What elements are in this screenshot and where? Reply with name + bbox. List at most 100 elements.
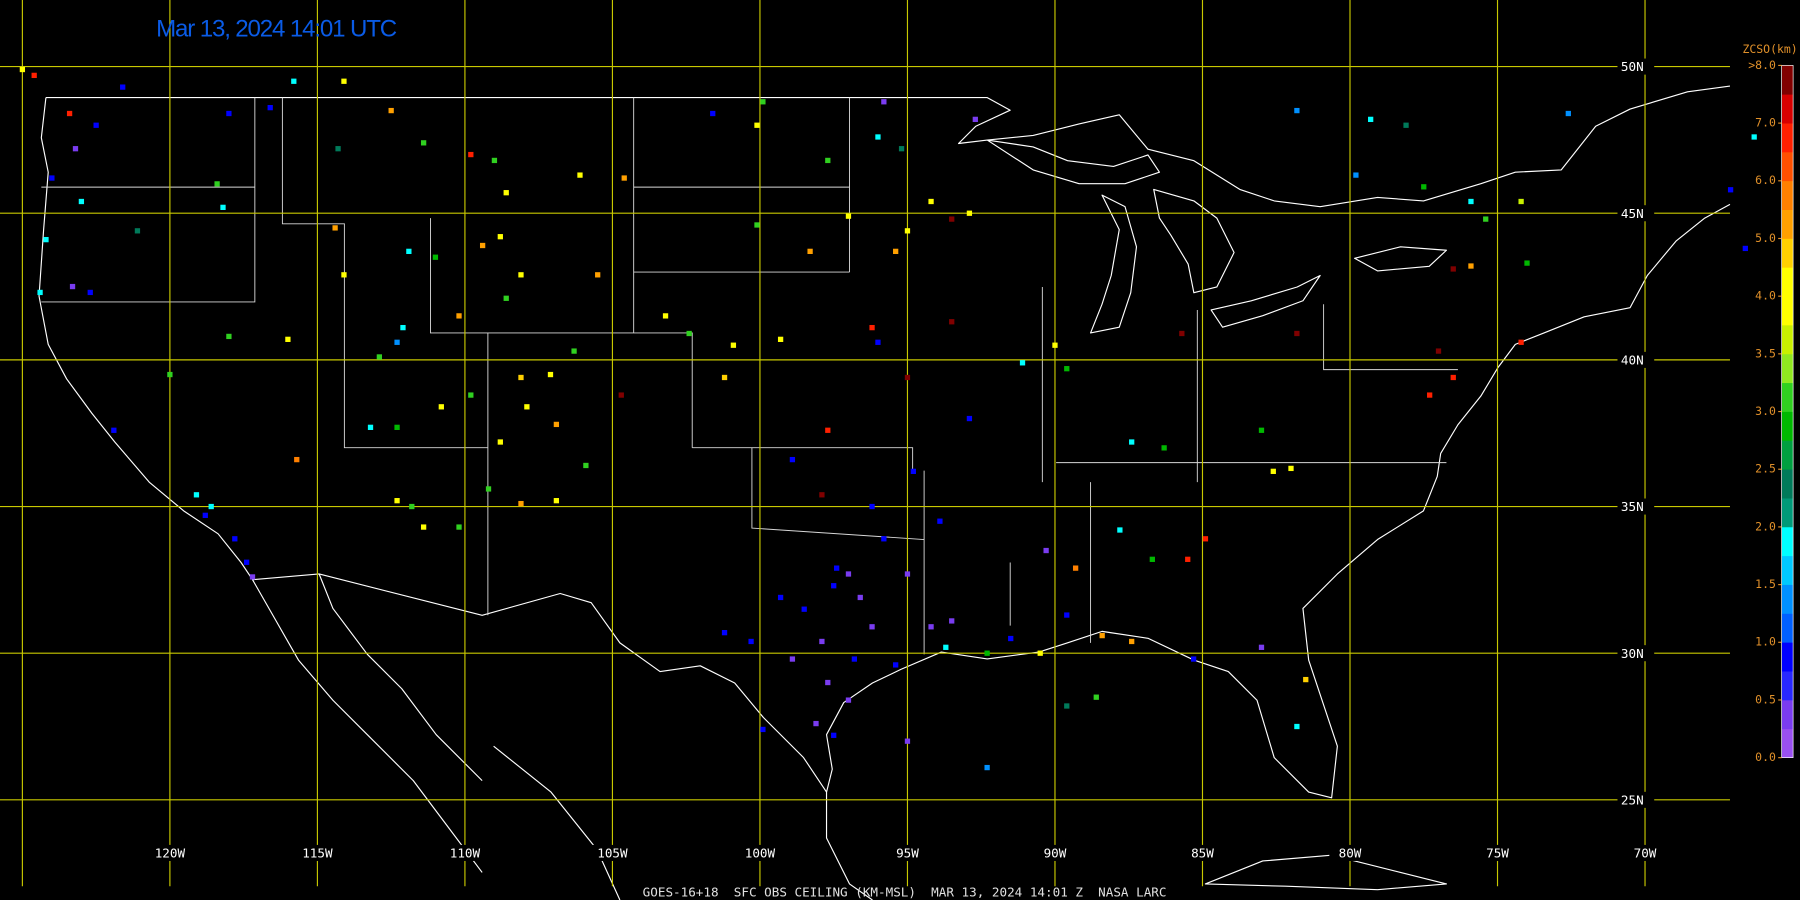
station-ob <box>394 498 400 504</box>
station-ob <box>226 110 232 117</box>
station-ob <box>1093 694 1099 700</box>
station-ob <box>553 498 560 504</box>
label-bg <box>739 844 781 861</box>
label-bg <box>296 844 339 861</box>
station-ob <box>807 248 813 255</box>
station-ob <box>1037 650 1043 656</box>
station-ob <box>984 764 990 771</box>
label-bg <box>1617 58 1655 75</box>
station-ob <box>220 204 226 211</box>
station-ob <box>1008 635 1014 642</box>
station-ob <box>1751 134 1757 140</box>
station-ob <box>845 697 852 703</box>
station-ob <box>43 236 49 243</box>
colorbar-label: >8.0 <box>1748 58 1776 72</box>
timestamp: Mar 13, 2024 14:01 UTC <box>156 16 397 43</box>
label-bg <box>1617 791 1655 808</box>
station-ob <box>409 503 415 510</box>
station-ob <box>497 234 503 240</box>
lon-label: 100W <box>745 846 776 861</box>
station-ob <box>748 638 754 645</box>
colorbar-swatch <box>1781 151 1794 182</box>
colorbar-swatch <box>1781 325 1794 355</box>
station-ob <box>1258 644 1265 650</box>
station-ob <box>904 738 911 744</box>
station-ob <box>949 216 955 222</box>
station-ob <box>367 424 374 430</box>
station-ob <box>881 536 887 542</box>
station-ob <box>1294 723 1300 730</box>
station-ob <box>491 157 498 164</box>
station-ob <box>438 404 444 410</box>
station-ob <box>583 462 589 469</box>
station-ob <box>503 190 509 196</box>
station-ob <box>1303 676 1309 683</box>
lat-label: 45N <box>1621 206 1644 221</box>
station-ob <box>226 333 232 340</box>
station-ob <box>406 248 412 255</box>
station-ob <box>1565 110 1571 117</box>
label-bg <box>1181 844 1224 861</box>
colorbar-swatch <box>1781 411 1794 441</box>
station-ob <box>497 439 503 445</box>
station-ob <box>910 468 917 474</box>
station-ob <box>1052 342 1058 348</box>
station-ob <box>928 624 934 630</box>
lon-label: 115W <box>302 846 333 861</box>
lake-superior <box>986 139 1161 185</box>
station-ob <box>754 222 760 228</box>
station-ob <box>721 630 728 636</box>
state-lines <box>41 97 1458 655</box>
station-ob <box>243 559 250 565</box>
station-ob <box>1421 184 1427 190</box>
station-ob <box>1258 427 1265 433</box>
station-ob <box>518 272 524 278</box>
station-ob <box>1064 703 1070 709</box>
colorbar-swatch <box>1781 296 1794 326</box>
station-ob <box>1288 465 1294 472</box>
station-ob <box>831 732 837 738</box>
station-ob <box>1435 348 1442 354</box>
baja-coast <box>252 573 483 873</box>
lon-label: 120W <box>155 846 186 861</box>
station-ob <box>1294 107 1300 114</box>
lat-label: 40N <box>1621 352 1644 367</box>
colorbar-swatch <box>1781 526 1794 557</box>
station-ob <box>1129 638 1135 645</box>
stations <box>19 66 1757 771</box>
colorbar-label: 1.5 <box>1755 577 1776 591</box>
station-ob <box>1727 187 1734 193</box>
station-ob <box>202 512 208 518</box>
colorbar-swatch <box>1781 440 1794 470</box>
label-bg <box>1476 844 1519 861</box>
station-ob <box>984 650 990 656</box>
station-ob <box>881 99 887 105</box>
station-ob <box>400 324 406 331</box>
colorbar-label: 3.0 <box>1755 404 1776 418</box>
station-ob <box>928 198 934 205</box>
label-bg <box>591 844 634 861</box>
station-ob <box>420 524 427 530</box>
station-ob <box>943 644 949 650</box>
station-ob <box>789 656 796 662</box>
colorbar-swatch <box>1781 238 1794 268</box>
station-ob <box>1202 536 1209 542</box>
colorbar-swatch <box>1781 180 1794 210</box>
station-ob <box>875 134 881 140</box>
station-ob <box>1064 366 1070 372</box>
label-bg <box>149 844 191 861</box>
station-ob <box>577 172 583 178</box>
station-ob <box>845 213 852 219</box>
station-ob <box>621 175 627 181</box>
station-ob <box>966 415 973 422</box>
station-ob <box>167 371 173 378</box>
colorbar-swatch <box>1781 267 1794 297</box>
station-ob <box>524 404 530 410</box>
colorbar-swatch <box>1781 123 1794 153</box>
lon-label: 110W <box>450 846 481 861</box>
station-ob <box>825 157 831 164</box>
colorbar-label: 6.0 <box>1755 173 1776 187</box>
station-ob <box>19 66 26 73</box>
station-ob <box>949 618 955 624</box>
station-ob <box>813 720 819 727</box>
